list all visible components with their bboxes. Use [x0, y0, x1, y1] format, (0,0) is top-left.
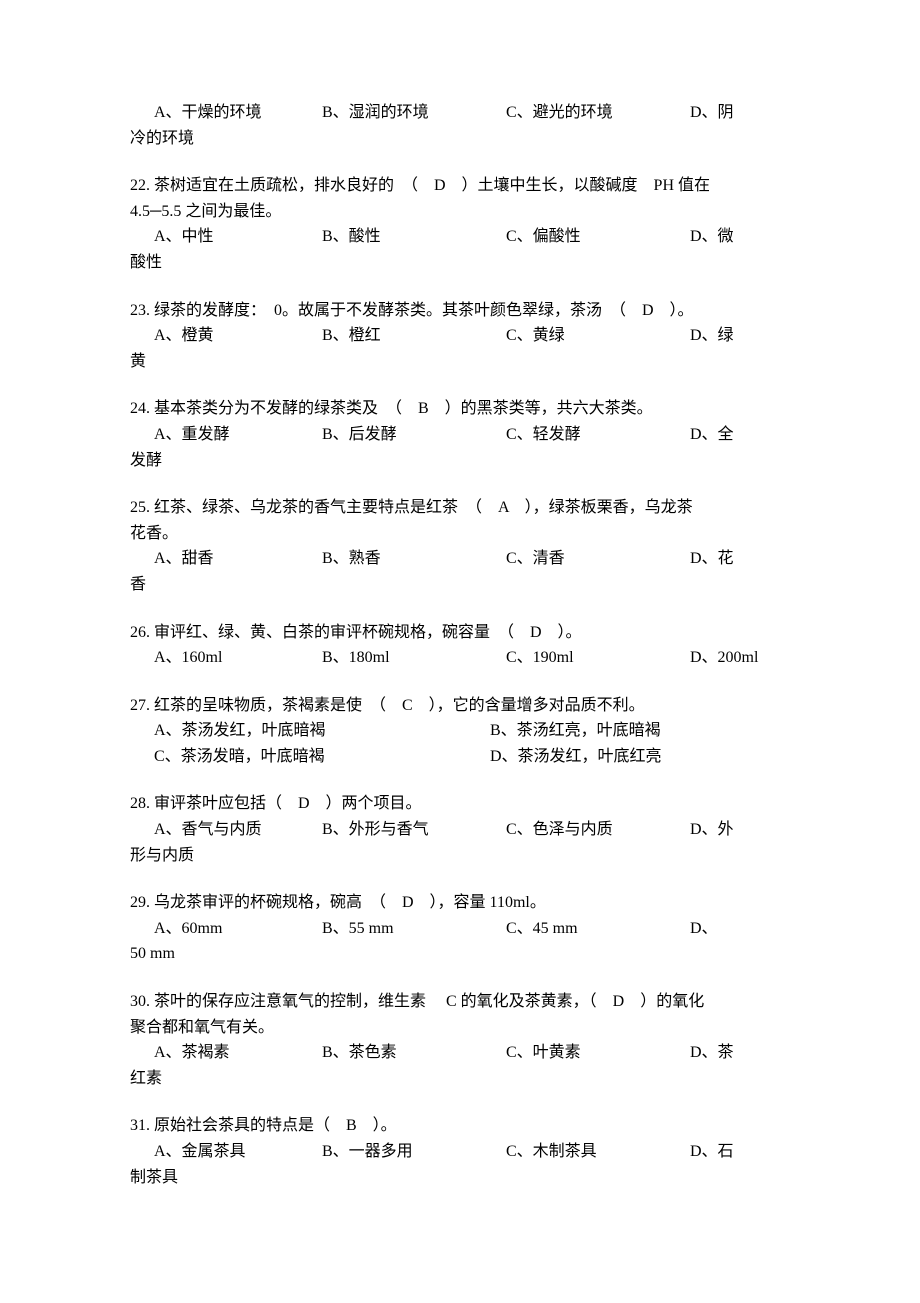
- option-a: A、金属茶具: [154, 1139, 322, 1165]
- question-stem-2: 4.5─5.5 之间为最佳。: [130, 199, 790, 225]
- question-26: 26. 审评红、绿、黄、白茶的审评杯碗规格，碗容量 （ D ）。 A、160ml…: [130, 620, 790, 671]
- question-stem: 25. 红茶、绿茶、乌龙茶的香气主要特点是红茶 （ A ），绿茶板栗香，乌龙茶: [130, 495, 790, 521]
- option-row: A、中性 B、酸性 C、偏酸性 D、微: [130, 224, 790, 250]
- option-d-wrap: 制茶具: [130, 1165, 790, 1191]
- option-a: A、茶汤发红，叶底暗褐: [154, 718, 490, 744]
- option-d: D、: [690, 916, 718, 942]
- option-c: C、轻发酵: [506, 422, 690, 448]
- option-b: B、一器多用: [322, 1139, 506, 1165]
- option-d-wrap: 冷的环境: [130, 126, 790, 152]
- option-a: A、160ml: [154, 645, 322, 671]
- option-b: B、180ml: [322, 645, 506, 671]
- option-d-wrap: 红素: [130, 1066, 790, 1092]
- option-b: B、后发酵: [322, 422, 506, 448]
- question-stem: 31. 原始社会茶具的特点是（ B ）。: [130, 1113, 790, 1139]
- option-row: A、茶汤发红，叶底暗褐 B、茶汤红亮，叶底暗褐: [130, 718, 790, 744]
- question-28: 28. 审评茶叶应包括（ D ）两个项目。 A、香气与内质 B、外形与香气 C、…: [130, 791, 790, 868]
- option-c: C、色泽与内质: [506, 817, 690, 843]
- question-stem: 26. 审评红、绿、黄、白茶的审评杯碗规格，碗容量 （ D ）。: [130, 620, 790, 646]
- option-a: A、甜香: [154, 546, 322, 572]
- option-c: C、木制茶具: [506, 1139, 690, 1165]
- option-row: A、橙黄 B、橙红 C、黄绿 D、绿: [130, 323, 790, 349]
- option-c: C、清香: [506, 546, 690, 572]
- option-b: B、熟香: [322, 546, 506, 572]
- question-23: 23. 绿茶的发酵度： 0。故属于不发酵茶类。其茶叶颜色翠绿，茶汤 （ D ）。…: [130, 298, 790, 375]
- option-c: C、叶黄素: [506, 1040, 690, 1066]
- option-d-wrap: 黄: [130, 349, 790, 375]
- option-b: B、茶汤红亮，叶底暗褐: [490, 718, 661, 744]
- question-stem: 23. 绿茶的发酵度： 0。故属于不发酵茶类。其茶叶颜色翠绿，茶汤 （ D ）。: [130, 298, 790, 324]
- option-row: A、重发酵 B、后发酵 C、轻发酵 D、全: [130, 422, 790, 448]
- option-d: D、外: [690, 817, 734, 843]
- option-d: D、200ml: [690, 645, 758, 671]
- option-d: D、花: [690, 546, 734, 572]
- option-a: A、60mm: [154, 916, 322, 942]
- option-d: D、石: [690, 1139, 734, 1165]
- question-22: 22. 茶树适宜在土质疏松，排水良好的 （ D ）土壤中生长，以酸碱度 PH 值…: [130, 173, 790, 275]
- question-stem: 24. 基本茶类分为不发酵的绿茶类及 （ B ）的黑茶类等，共六大茶类。: [130, 396, 790, 422]
- question-21-options: A、干燥的环境 B、湿润的环境 C、避光的环境 D、阴 冷的环境: [130, 100, 790, 151]
- option-a: A、香气与内质: [154, 817, 322, 843]
- option-row: C、茶汤发暗，叶底暗褐 D、茶汤发红，叶底红亮: [130, 744, 790, 770]
- option-b: B、橙红: [322, 323, 506, 349]
- option-d: D、茶汤发红，叶底红亮: [490, 744, 662, 770]
- option-d-wrap: 发酵: [130, 448, 790, 474]
- option-row: A、茶褐素 B、茶色素 C、叶黄素 D、茶: [130, 1040, 790, 1066]
- option-a: A、茶褐素: [154, 1040, 322, 1066]
- option-d-wrap: 香: [130, 572, 790, 598]
- option-d: D、茶: [690, 1040, 734, 1066]
- option-row: A、金属茶具 B、一器多用 C、木制茶具 D、石: [130, 1139, 790, 1165]
- question-stem: 28. 审评茶叶应包括（ D ）两个项目。: [130, 791, 790, 817]
- option-row: A、60mm B、55 mm C、45 mm D、: [130, 916, 790, 942]
- option-b: B、酸性: [322, 224, 506, 250]
- option-c: C、茶汤发暗，叶底暗褐: [154, 744, 490, 770]
- option-b: B、外形与香气: [322, 817, 506, 843]
- option-row: A、160ml B、180ml C、190ml D、200ml: [130, 645, 790, 671]
- option-c: C、黄绿: [506, 323, 690, 349]
- option-row: A、香气与内质 B、外形与香气 C、色泽与内质 D、外: [130, 817, 790, 843]
- question-stem-2: 聚合都和氧气有关。: [130, 1015, 790, 1041]
- option-c: C、190ml: [506, 645, 690, 671]
- question-29: 29. 乌龙茶审评的杯碗规格，碗高 （ D ），容量 110ml。 A、60mm…: [130, 890, 790, 967]
- option-b: B、55 mm: [322, 916, 506, 942]
- option-c: C、偏酸性: [506, 224, 690, 250]
- option-a: A、重发酵: [154, 422, 322, 448]
- option-a: A、中性: [154, 224, 322, 250]
- question-stem: 27. 红茶的呈味物质，茶褐素是使 （ C ），它的含量增多对品质不利。: [130, 693, 790, 719]
- option-c: C、避光的环境: [506, 100, 690, 126]
- option-a: A、干燥的环境: [154, 100, 322, 126]
- question-25: 25. 红茶、绿茶、乌龙茶的香气主要特点是红茶 （ A ），绿茶板栗香，乌龙茶 …: [130, 495, 790, 597]
- option-a: A、橙黄: [154, 323, 322, 349]
- option-d: D、绿: [690, 323, 734, 349]
- option-d: D、微: [690, 224, 734, 250]
- question-31: 31. 原始社会茶具的特点是（ B ）。 A、金属茶具 B、一器多用 C、木制茶…: [130, 1113, 790, 1190]
- option-b: B、茶色素: [322, 1040, 506, 1066]
- option-d-wrap: 酸性: [130, 250, 790, 276]
- option-d: D、全: [690, 422, 734, 448]
- option-b: B、湿润的环境: [322, 100, 506, 126]
- question-stem: 30. 茶叶的保存应注意氧气的控制，维生素 C 的氧化及茶黄素，（ D ）的氧化: [130, 989, 790, 1015]
- question-24: 24. 基本茶类分为不发酵的绿茶类及 （ B ）的黑茶类等，共六大茶类。 A、重…: [130, 396, 790, 473]
- option-row: A、干燥的环境 B、湿润的环境 C、避光的环境 D、阴: [130, 100, 790, 126]
- option-c: C、45 mm: [506, 916, 690, 942]
- question-30: 30. 茶叶的保存应注意氧气的控制，维生素 C 的氧化及茶黄素，（ D ）的氧化…: [130, 989, 790, 1091]
- option-d-wrap: 形与内质: [130, 843, 790, 869]
- question-stem: 22. 茶树适宜在土质疏松，排水良好的 （ D ）土壤中生长，以酸碱度 PH 值…: [130, 173, 790, 199]
- option-row: A、甜香 B、熟香 C、清香 D、花: [130, 546, 790, 572]
- question-stem: 29. 乌龙茶审评的杯碗规格，碗高 （ D ），容量 110ml。: [130, 890, 790, 916]
- question-27: 27. 红茶的呈味物质，茶褐素是使 （ C ），它的含量增多对品质不利。 A、茶…: [130, 693, 790, 770]
- option-d: D、阴: [690, 100, 734, 126]
- option-d-wrap: 50 mm: [130, 941, 790, 967]
- question-stem-2: 花香。: [130, 521, 790, 547]
